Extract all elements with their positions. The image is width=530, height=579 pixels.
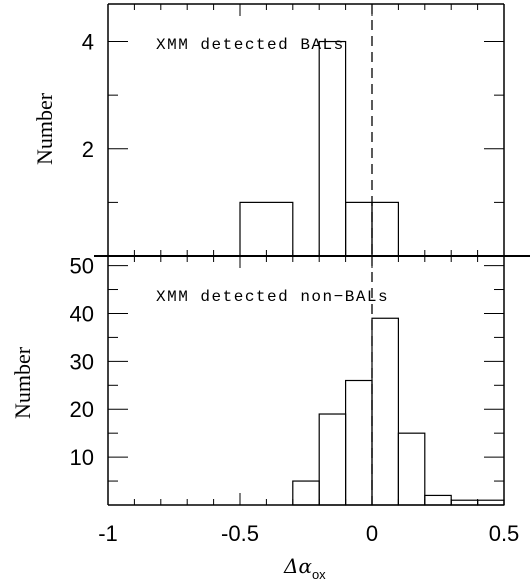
top-y-tick-labels: 24 [82,30,94,162]
histogram-bar [397,432,426,506]
histogram-bar [318,40,347,257]
y-tick-label: 20 [70,397,94,422]
histogram-bar [318,413,347,506]
top-histogram-bars [239,40,399,257]
y-tick-label: 50 [70,254,94,279]
bottom-y-tick-labels: 10 20 30 40 50 [70,254,94,471]
x-axis-label: Δαox [283,554,326,579]
histogram-bar [371,201,399,257]
x-tick-labels: -1 -0.5 0 0.5 [98,521,519,546]
plot-frame [94,3,530,506]
histogram-bar [239,201,294,257]
top-y-axis-label: Number [32,92,57,165]
histogram-bar [424,494,452,506]
y-tick-label: 2 [82,137,94,162]
histogram-bar [345,201,373,257]
top-annotation: XMM detected BALs [156,36,345,54]
histogram-bar [292,480,320,506]
x-tick-label: 0 [366,521,378,546]
y-tick-label: 4 [82,30,94,55]
bottom-annotation: XMM detected non−BALs [156,288,389,306]
y-tick-label: 30 [70,349,94,374]
bottom-y-axis-label: Number [10,346,35,419]
x-tick-label: -0.5 [221,521,259,546]
x-axis-label-symbol: Δα [283,554,312,578]
top-panel: 24 XMM detected BALs Number [32,4,505,257]
y-tick-label: 40 [70,301,94,326]
x-tick-label: -1 [98,521,118,546]
bottom-histogram-bars [292,317,505,506]
histogram-bar [371,317,399,506]
x-axis-label-subscript: ox [312,567,326,579]
bottom-panel: 10 20 30 40 50 -1 -0.5 0 0.5 XMM detected non−B… [10,254,519,579]
x-tick-label: 0.5 [489,521,520,546]
y-tick-label: 10 [70,445,94,470]
histogram-bar [345,379,373,506]
